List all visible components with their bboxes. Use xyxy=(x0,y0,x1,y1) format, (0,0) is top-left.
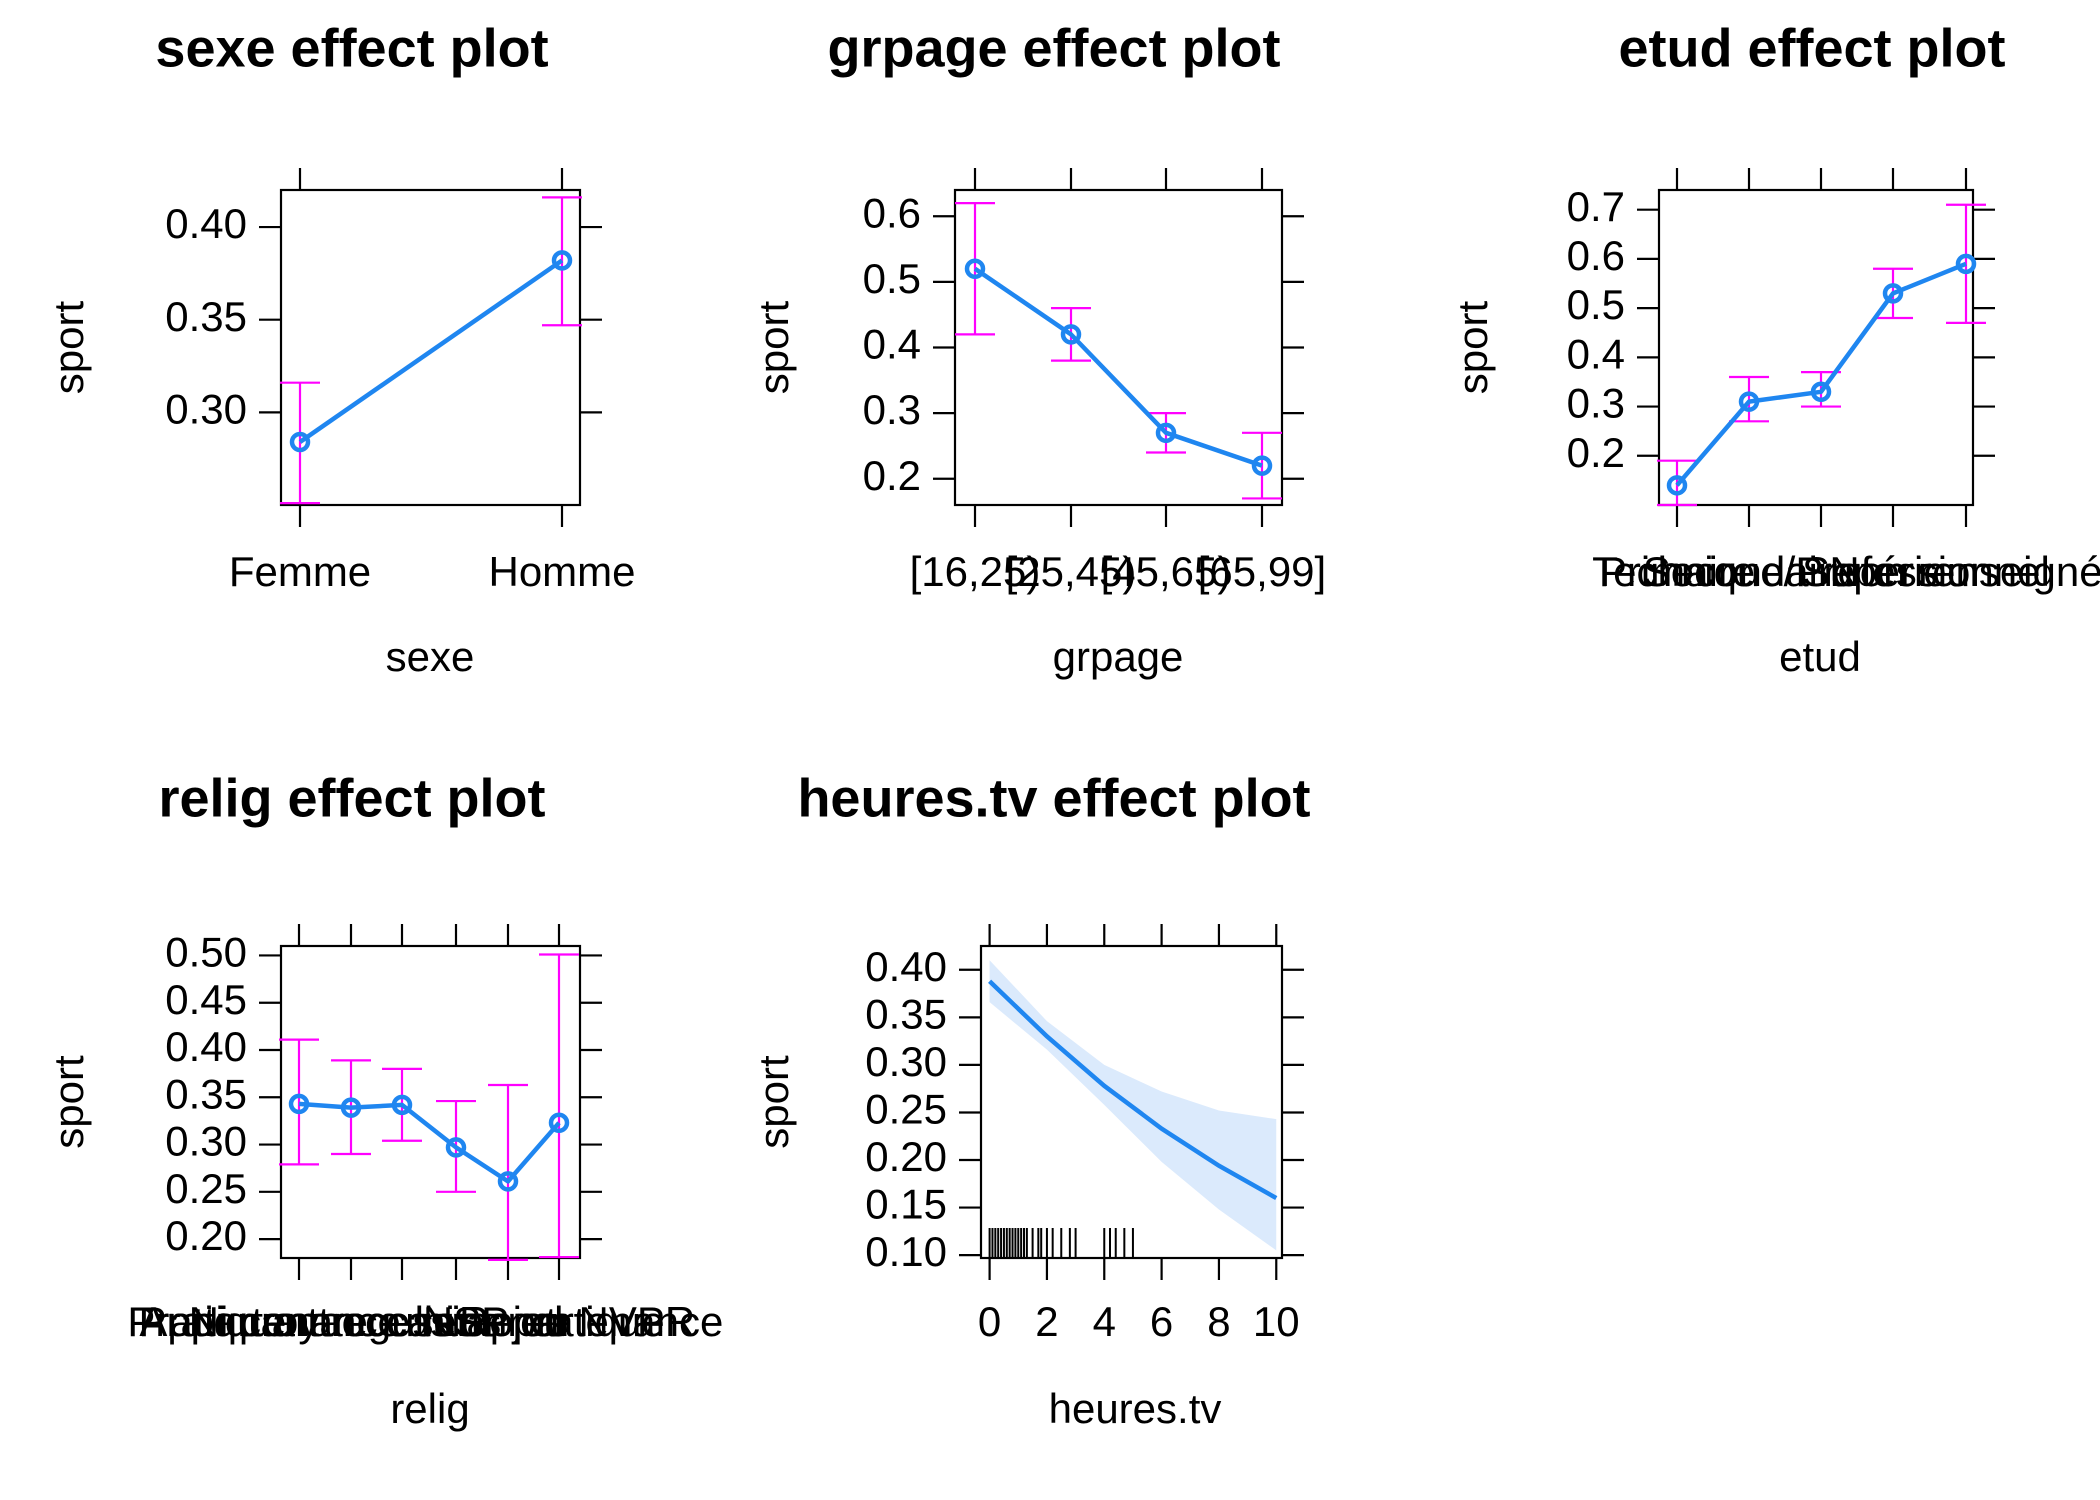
y-tick-label: 0.40 xyxy=(165,200,247,247)
x-tick-label: 0 xyxy=(978,1298,1001,1345)
x-tick-label: [25,45) xyxy=(1006,548,1137,595)
x-tick-label: [65,99] xyxy=(1198,548,1326,595)
y-tick-label: 0.3 xyxy=(1567,380,1625,427)
y-tick-label: 0.20 xyxy=(865,1133,947,1180)
effect-line xyxy=(298,1101,561,1184)
x-tick-label: Ni croyance ni appartenance xyxy=(189,1298,724,1345)
plot-frame xyxy=(1657,188,1975,507)
y-tick-label: 0.45 xyxy=(165,976,247,1023)
y-axis-title: sport xyxy=(750,300,797,394)
x-tick-label: Homme xyxy=(488,548,635,595)
effect-line xyxy=(988,979,1278,1201)
panel-title: heures.tv effect plot xyxy=(797,768,1310,828)
y-axis-title: sport xyxy=(1449,300,1496,394)
plot-frame xyxy=(979,944,1284,1260)
x-tick-label: Pratiquant regulier xyxy=(127,1298,470,1345)
effect-panel-2: grpage effect plot 0.2 0.3 0.4 0.5 0.6 [16,25)… xyxy=(750,18,1326,680)
effect-point xyxy=(445,1137,467,1158)
effect-point xyxy=(551,250,573,271)
effect-point xyxy=(340,1097,362,1118)
y-axis-title: sport xyxy=(45,1055,92,1149)
y-tick-label: 0.6 xyxy=(1567,232,1625,279)
y-tick-label: 0.40 xyxy=(865,943,947,990)
effect-point xyxy=(548,1112,570,1134)
x-tick-label: NSP ou NVPR xyxy=(423,1298,695,1345)
y-tick-label: 0.35 xyxy=(865,990,947,1037)
effect-point xyxy=(1251,455,1273,476)
panel-title: etud effect plot xyxy=(1619,18,2006,78)
x-axis-title: relig xyxy=(390,1385,469,1432)
y-tick-label: 0.25 xyxy=(865,1086,947,1133)
effect-panel-1: sexe effect plot 0.30 0.35 0.40 Femme Hommese… xyxy=(45,18,635,680)
x-tick-label: Supérieur xyxy=(1802,548,1984,595)
y-tick-label: 0.4 xyxy=(863,321,921,368)
effect-point xyxy=(1155,422,1177,444)
y-tick-label: 0.3 xyxy=(863,386,921,433)
y-tick-label: 0.10 xyxy=(865,1228,947,1275)
x-tick-label: [45,65) xyxy=(1101,548,1232,595)
effect-point xyxy=(288,1093,310,1115)
effect-point xyxy=(1955,253,1977,275)
y-tick-label: 0.50 xyxy=(165,929,247,976)
y-tick-label: 0.35 xyxy=(165,1070,247,1117)
panel-title: sexe effect plot xyxy=(155,18,548,78)
plot-frame xyxy=(279,944,582,1260)
x-tick-label: 10 xyxy=(1253,1298,1300,1345)
effect-point xyxy=(964,258,986,279)
x-tick-label: Pratiquant occasionnel xyxy=(139,1298,564,1345)
effect-point xyxy=(1060,324,1082,345)
y-tick-label: 0.30 xyxy=(865,1038,947,1085)
effect-point xyxy=(1738,391,1760,412)
x-tick-label: Rejet xyxy=(459,1298,557,1345)
effect-point xyxy=(497,1171,519,1192)
y-tick-label: 0.5 xyxy=(863,255,921,302)
x-axis-title: heures.tv xyxy=(1049,1385,1222,1432)
x-tick-label: Femme xyxy=(229,548,371,595)
x-tick-label: [16,25) xyxy=(910,548,1041,595)
effect-panel-4: relig effect plot 0.200.250.300.350.400.4… xyxy=(45,768,723,1432)
effect-point xyxy=(1882,283,1904,304)
x-tick-label: Non renseigné xyxy=(1829,548,2100,595)
x-tick-label: 2 xyxy=(1035,1298,1058,1345)
x-tick-label: Secondaire xyxy=(1643,548,1855,595)
x-tick-label: Appartenance sans pratique xyxy=(139,1298,664,1345)
y-tick-label: 0.7 xyxy=(1567,183,1625,230)
x-axis-title: grpage xyxy=(1053,633,1184,680)
y-tick-label: 0.35 xyxy=(165,293,247,340)
effect-line xyxy=(1675,261,1967,487)
effect-point xyxy=(1810,381,1832,403)
effect-line xyxy=(973,266,1263,468)
effect-point xyxy=(1666,475,1688,496)
panel-title: grpage effect plot xyxy=(827,18,1280,78)
y-axis-title: sport xyxy=(750,1055,797,1149)
y-tick-label: 0.20 xyxy=(165,1212,247,1259)
x-tick-label: 4 xyxy=(1093,1298,1116,1345)
panel-title: relig effect plot xyxy=(158,768,545,828)
y-tick-label: 0.25 xyxy=(165,1165,247,1212)
x-tick-label: Primaire xyxy=(1599,548,1755,595)
y-tick-label: 0.4 xyxy=(1567,330,1625,377)
effect-line xyxy=(298,258,564,444)
x-axis-title: etud xyxy=(1779,633,1861,680)
x-axis-title: sexe xyxy=(386,633,475,680)
effect-point xyxy=(289,431,311,453)
y-tick-label: 0.5 xyxy=(1567,281,1625,328)
y-tick-label: 0.2 xyxy=(1567,429,1625,476)
y-tick-label: 0.2 xyxy=(863,452,921,499)
y-tick-label: 0.30 xyxy=(165,385,247,432)
y-axis-title: sport xyxy=(45,300,92,394)
effect-panel-3: etud effect plot 0.20.30.40.50.60.7 Primai… xyxy=(1449,18,2100,680)
effect-panel-5: heures.tv effect plot0.100.150.200.250.3… xyxy=(750,768,1310,1432)
y-tick-label: 0.15 xyxy=(865,1181,947,1228)
x-tick-label: Technique/Professionnel xyxy=(1592,548,2050,595)
plot-frame xyxy=(279,188,582,507)
y-tick-label: 0.6 xyxy=(863,189,921,236)
effect-point xyxy=(391,1094,413,1116)
y-tick-label: 0.30 xyxy=(165,1118,247,1165)
x-tick-label: 6 xyxy=(1150,1298,1173,1345)
y-tick-label: 0.40 xyxy=(165,1023,247,1070)
x-tick-label: 8 xyxy=(1207,1298,1230,1345)
